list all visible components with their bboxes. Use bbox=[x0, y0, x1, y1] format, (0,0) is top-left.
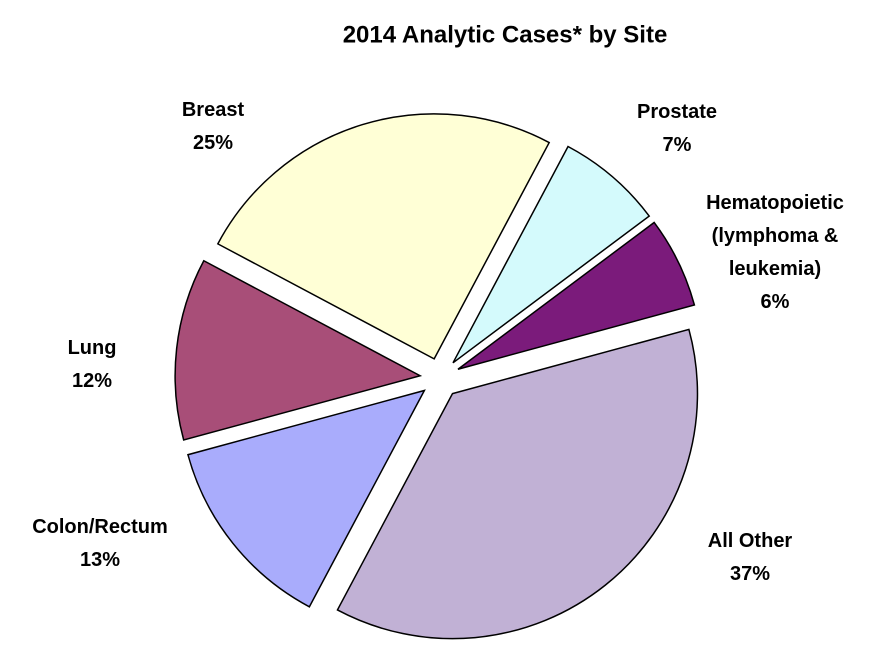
value-label: 7% bbox=[662, 134, 692, 156]
value-label: 13% bbox=[79, 549, 121, 571]
value-label: 6% bbox=[760, 291, 790, 313]
category-label: Hematopoietic (lymphoma & leukemia) bbox=[706, 192, 844, 280]
slice-label: Colon/Rectum 13% bbox=[15, 511, 185, 577]
chart-title: 2014 Analytic Cases* by Site bbox=[343, 21, 668, 48]
pie-slice bbox=[457, 221, 696, 370]
slice-label: Hematopoietic (lymphoma & leukemia) 6% bbox=[690, 187, 860, 319]
category-label: Colon/Rectum bbox=[32, 516, 168, 538]
category-label: Breast bbox=[181, 99, 245, 121]
slice-label: All Other 37% bbox=[665, 525, 835, 591]
slice-label: Lung 12% bbox=[7, 332, 177, 398]
value-label: 37% bbox=[729, 563, 771, 585]
slice-label: Prostate 7% bbox=[592, 96, 762, 162]
pie-slice bbox=[336, 328, 699, 640]
slice-label: Breast 25% bbox=[128, 94, 298, 160]
value-label: 25% bbox=[192, 132, 234, 154]
pie-slice bbox=[216, 113, 551, 360]
pie-slice bbox=[174, 259, 423, 441]
pie-slice bbox=[187, 389, 426, 608]
category-label: All Other bbox=[707, 530, 793, 552]
pie-slice bbox=[452, 145, 651, 364]
category-label: Prostate bbox=[636, 101, 718, 123]
category-label: Lung bbox=[67, 337, 117, 359]
value-label: 12% bbox=[71, 370, 113, 392]
